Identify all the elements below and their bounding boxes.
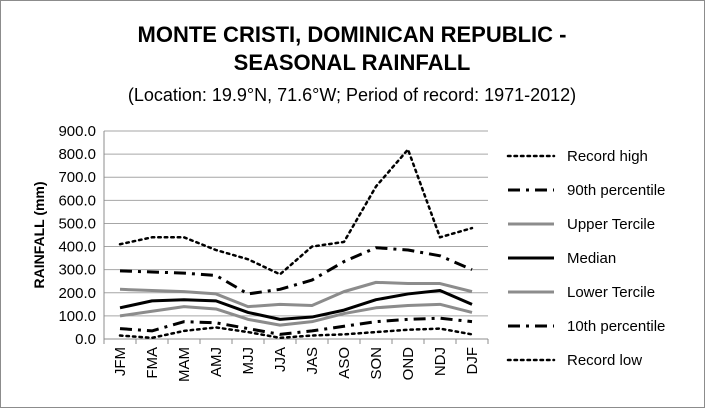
series-line-1 xyxy=(118,148,474,276)
series-line-5 xyxy=(119,302,473,327)
x-tick-label: MJJ xyxy=(240,347,257,375)
y-tick-label: 400.0 xyxy=(58,239,96,256)
series-line-6 xyxy=(119,316,473,336)
legend-label: 90th percentile xyxy=(567,182,665,199)
x-tick-label: JJA xyxy=(272,347,289,372)
gridlines xyxy=(103,130,488,340)
x-tick-label: NDJ xyxy=(432,347,449,376)
x-tick-label: ASO xyxy=(336,347,353,379)
x-tick-label: DJF xyxy=(464,347,481,375)
y-tick-label: 100.0 xyxy=(58,308,96,325)
x-tick-label: FMA xyxy=(144,347,161,379)
legend-label: Lower Tercile xyxy=(567,284,655,301)
chart-title-line1: MONTE CRISTI, DOMINICAN REPUBLIC - xyxy=(138,22,567,47)
y-tick-label: 0.0 xyxy=(75,331,96,348)
legend-label: Upper Tercile xyxy=(567,216,655,233)
x-tick-label: AMJ xyxy=(208,347,225,377)
y-axis-label: RAINFALL (mm) xyxy=(31,181,47,288)
series-line-7 xyxy=(118,326,474,340)
series-line-4 xyxy=(119,288,473,321)
series-lines xyxy=(118,148,474,340)
legend: Record high 90th percentile Upper Tercile M… xyxy=(506,148,665,369)
y-tick-label: 500.0 xyxy=(58,215,96,232)
chart-subtitle: (Location: 19.9°N, 71.6°W; Period of rec… xyxy=(128,85,576,105)
y-axis-ticks: 0.0 100.0 200.0 300.0 400.0 500.0 600.0 700.0 80… xyxy=(58,123,96,348)
y-tick-label: 300.0 xyxy=(58,262,96,279)
x-tick-label: MAM xyxy=(176,347,193,382)
x-tick-label: SON xyxy=(368,347,385,380)
y-tick-label: 700.0 xyxy=(58,169,96,186)
y-tick-label: 800.0 xyxy=(58,146,96,163)
series-line-2 xyxy=(119,246,473,296)
x-tick-label: JAS xyxy=(304,347,321,375)
x-tick-label: OND xyxy=(400,347,417,381)
y-tick-label: 900.0 xyxy=(58,123,96,140)
x-axis-ticks: JFM FMA MAM AMJ MJJ JJA JAS ASO SON OND NDJ DJF xyxy=(103,339,489,382)
y-tick-label: 600.0 xyxy=(58,192,96,209)
legend-label: Median xyxy=(567,250,616,267)
legend-label: Record low xyxy=(567,352,642,369)
legend-label: Record high xyxy=(567,148,648,165)
chart-title-line2: SEASONAL RAINFALL xyxy=(234,50,471,75)
series-line-3 xyxy=(119,280,473,309)
y-tick-label: 200.0 xyxy=(58,285,96,302)
x-tick-label: JFM xyxy=(112,347,129,376)
legend-label: 10th percentile xyxy=(567,318,665,335)
